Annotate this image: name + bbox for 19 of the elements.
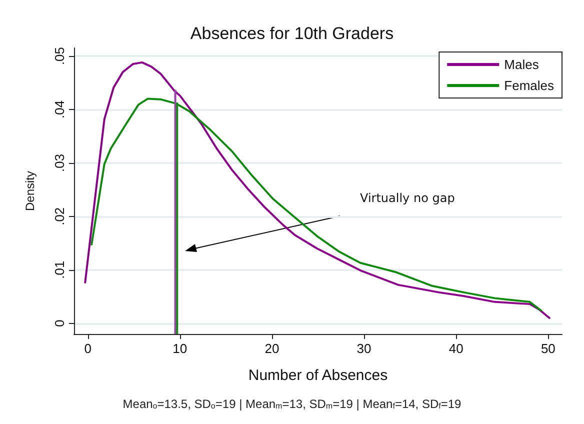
y-tick-label: .02 (52, 207, 67, 226)
chart-title: Absences for 10th Graders (190, 24, 394, 43)
legend-label: Females (504, 78, 554, 93)
y-tick-label: 0 (52, 320, 67, 327)
x-tick-label: 40 (448, 341, 464, 356)
y-tick-label: .03 (52, 154, 67, 172)
y-tick-label: .05 (52, 46, 67, 66)
x-tick-label: 30 (356, 341, 372, 356)
x-tick-label: 50 (540, 341, 556, 356)
x-axis-title: Number of Absences (248, 367, 388, 384)
x-tick-label: 10 (172, 341, 188, 356)
y-tick-label: .01 (52, 260, 67, 279)
x-tick-label: 20 (264, 341, 280, 356)
y-axis-title: Density (23, 170, 37, 212)
legend-label: Males (504, 57, 540, 72)
y-tick-label: .04 (52, 100, 67, 119)
x-tick-label: 0 (84, 341, 92, 356)
text: Meano=13.5, SDo=19 | Meanm=13, SDm=19 | Meanf=14, SDf=19 (122, 397, 462, 411)
annotation: Virtually no gap (360, 191, 455, 205)
